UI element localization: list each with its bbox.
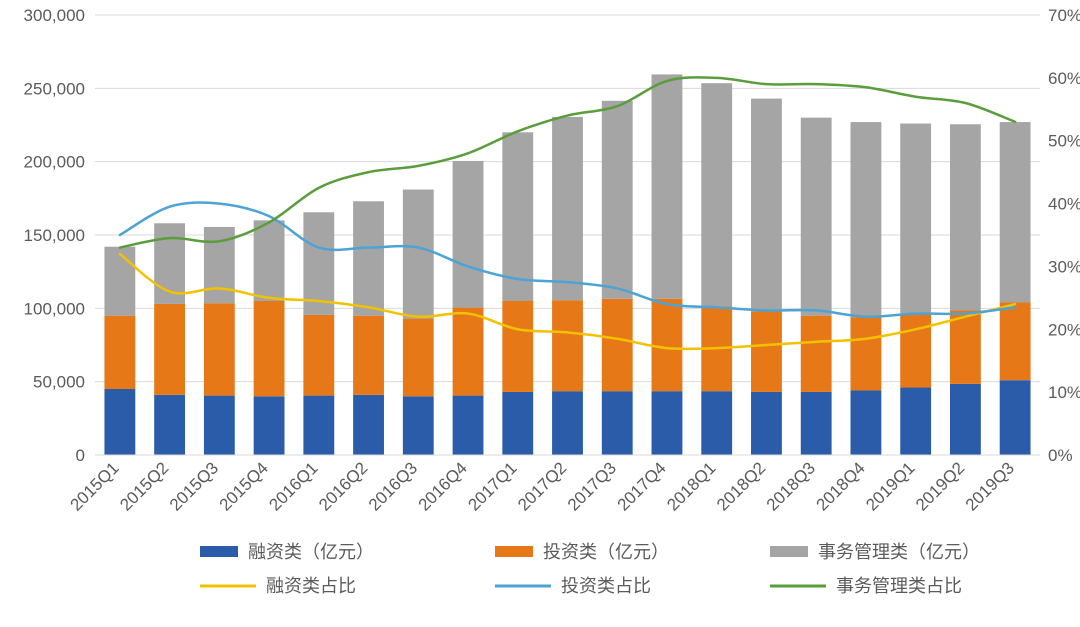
bar-segment (701, 83, 732, 306)
bar-segment (950, 384, 981, 455)
y-left-tick-label: 150,000 (24, 226, 85, 245)
bar-segment (502, 392, 533, 455)
bar-segment (353, 201, 384, 315)
combo-chart: 0 50,000 100,000 150,000 200,000 250,000 300,0… (0, 0, 1080, 627)
y-right-tick-label: 0% (1048, 446, 1073, 465)
legend-swatch (200, 546, 238, 557)
bar-segment (1000, 380, 1031, 455)
bar-segment (751, 311, 782, 392)
y-right-tick-label: 30% (1048, 257, 1080, 276)
bar-segment (552, 300, 583, 391)
bar-segment (801, 118, 832, 316)
bar-segment (602, 391, 633, 455)
bar-segment (701, 391, 732, 455)
bar-segment (552, 391, 583, 455)
bar-segment (403, 396, 434, 455)
y-left-tick-label: 300,000 (24, 6, 85, 25)
bar-segment (851, 390, 882, 455)
bar-segment (453, 396, 484, 455)
bar-segment (652, 74, 683, 298)
y-left-tick-label: 200,000 (24, 153, 85, 172)
bar-segment (900, 388, 931, 455)
y-right-tick-label: 70% (1048, 6, 1080, 25)
bar-segment (950, 124, 981, 310)
bar-segment (303, 396, 334, 455)
y-right-tick-label: 10% (1048, 383, 1080, 402)
bar-segment (751, 392, 782, 455)
y-left-tick-label: 250,000 (24, 79, 85, 98)
bar-segment (353, 316, 384, 395)
bar-segment (403, 319, 434, 397)
bar-segment (453, 308, 484, 396)
bar-segment (453, 161, 484, 308)
bar-segment (353, 395, 384, 455)
bar-segment (104, 247, 135, 316)
bar-segment (502, 132, 533, 301)
bar-segment (602, 101, 633, 299)
bar-segment (154, 395, 185, 455)
bar-segment (204, 396, 235, 455)
bar-segment (1000, 302, 1031, 380)
legend-label: 融资类占比 (266, 576, 356, 596)
legend-label: 投资类（亿元） (543, 542, 669, 562)
y-right-tick-label: 60% (1048, 69, 1080, 88)
bar-segment (254, 396, 285, 455)
y-right-tick-label: 50% (1048, 132, 1080, 151)
legend-label: 融资类（亿元） (248, 542, 374, 562)
bar-segment (801, 316, 832, 392)
bar-segment (254, 301, 285, 396)
bar-segment (204, 303, 235, 395)
bar-segment (254, 220, 285, 301)
bar-segment (552, 117, 583, 300)
bar-segment (652, 299, 683, 391)
y-left-tick-label: 50,000 (33, 373, 85, 392)
legend-label: 事务管理类占比 (836, 576, 962, 596)
bar-segment (403, 190, 434, 319)
bar-segment (652, 391, 683, 455)
bar-segment (801, 392, 832, 455)
legend-label: 事务管理类（亿元） (818, 542, 980, 562)
bar-segment (900, 124, 931, 315)
y-left-tick-label: 100,000 (24, 299, 85, 318)
y-right-tick-label: 40% (1048, 195, 1080, 214)
bar-segment (851, 122, 882, 317)
bar-segment (751, 99, 782, 312)
bar-segment (851, 317, 882, 390)
bar-segment (154, 304, 185, 395)
bar-segment (104, 389, 135, 455)
bar-segment (900, 314, 931, 387)
bar-segment (104, 316, 135, 389)
bar-segment (303, 315, 334, 396)
bar-segment (1000, 122, 1031, 302)
legend-swatch (495, 546, 533, 557)
legend-label: 投资类占比 (561, 576, 651, 596)
y-left-tick-label: 0 (76, 446, 85, 465)
bar-segment (502, 301, 533, 392)
bar-segment (602, 299, 633, 391)
y-right-tick-label: 20% (1048, 320, 1080, 339)
legend-swatch (770, 546, 808, 557)
bar-segment (950, 311, 981, 384)
